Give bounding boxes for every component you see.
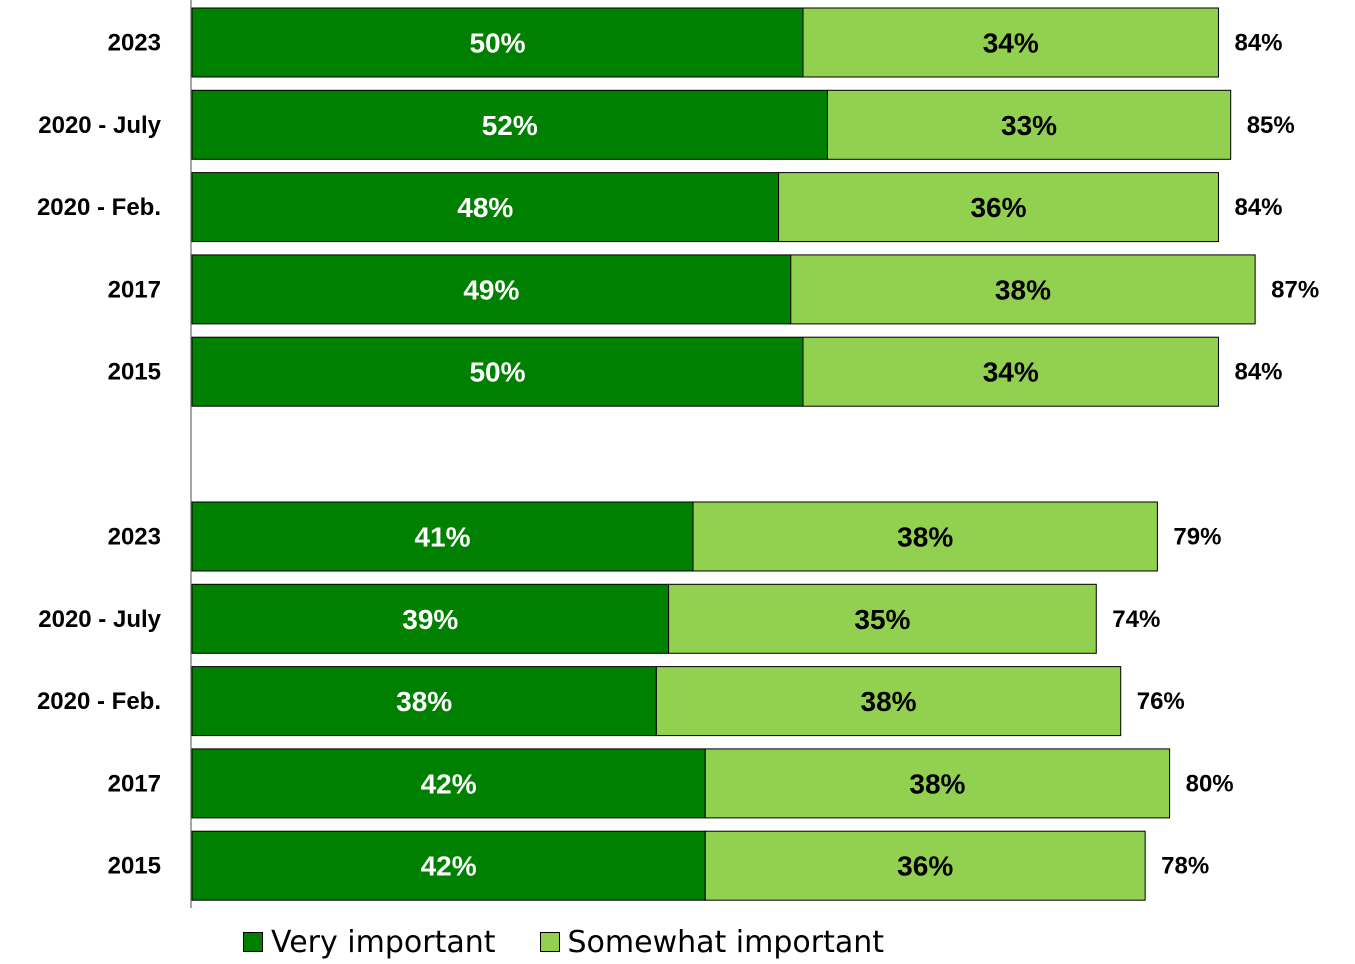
bar-very-important <box>191 583 670 654</box>
total-label: 87% <box>1271 276 1319 303</box>
category-label: 2023 <box>108 30 161 57</box>
data-label-very-important: 50% <box>469 357 525 388</box>
data-label-somewhat-important: 36% <box>970 192 1026 223</box>
chart-svg: 2023 50% 34% 84% 2020 - July 52% 33% 85% 2020 - … <box>37 0 1319 908</box>
category-label: 2020 - July <box>38 112 161 139</box>
bar-somewhat-important <box>704 748 1171 819</box>
total-label: 78% <box>1161 853 1209 880</box>
data-label-somewhat-important: 33% <box>1001 110 1057 141</box>
category-label: 2015 <box>108 359 161 386</box>
bar-somewhat-important <box>802 336 1219 407</box>
category-label: 2015 <box>108 853 161 880</box>
data-label-very-important: 39% <box>402 604 458 635</box>
total-label: 74% <box>1112 606 1160 633</box>
data-label-somewhat-important: 38% <box>861 686 917 717</box>
legend-item-very-important: Very important <box>243 925 496 960</box>
bar-very-important <box>191 336 804 407</box>
data-label-very-important: 42% <box>421 768 477 799</box>
data-label-very-important: 48% <box>457 192 513 223</box>
total-label: 85% <box>1247 112 1295 139</box>
total-label: 76% <box>1137 688 1185 715</box>
data-label-somewhat-important: 36% <box>897 851 953 882</box>
category-label: 2017 <box>108 276 161 303</box>
category-label: 2020 - Feb. <box>37 688 161 715</box>
bar-somewhat-important <box>655 666 1122 737</box>
bar-somewhat-important <box>778 172 1219 243</box>
legend-swatch-very-important <box>243 932 263 952</box>
bar-very-important <box>191 89 828 160</box>
data-label-somewhat-important: 34% <box>983 28 1039 59</box>
legend-swatch-somewhat-important <box>539 932 560 952</box>
total-label: 84% <box>1234 30 1282 57</box>
data-label-somewhat-important: 35% <box>854 604 910 635</box>
bar-somewhat-important <box>790 254 1256 325</box>
legend-item-somewhat-important: Somewhat important <box>539 924 885 960</box>
bar-very-important <box>191 666 657 737</box>
bar-very-important <box>191 748 706 819</box>
legend-label-very-important: Very important <box>271 924 496 960</box>
total-label: 79% <box>1173 524 1221 551</box>
category-label: 2017 <box>108 770 161 797</box>
bar-somewhat-important <box>704 830 1146 901</box>
data-label-very-important: 41% <box>414 522 470 553</box>
category-label: 2023 <box>108 524 161 551</box>
data-label-somewhat-important: 34% <box>983 357 1039 388</box>
data-label-somewhat-important: 38% <box>897 522 953 553</box>
legend: Very important Somewhat important <box>243 920 928 964</box>
legend-label-somewhat-important: Somewhat important <box>567 924 885 960</box>
data-label-very-important: 38% <box>396 686 452 717</box>
bar-somewhat-important <box>826 89 1232 160</box>
data-label-very-important: 52% <box>482 110 538 141</box>
bar-somewhat-important <box>668 583 1097 654</box>
data-label-very-important: 49% <box>463 274 519 305</box>
bar-somewhat-important <box>692 501 1158 572</box>
data-label-very-important: 50% <box>469 28 525 59</box>
data-label-very-important: 42% <box>421 851 477 882</box>
category-label: 2020 - Feb. <box>37 194 161 221</box>
data-label-somewhat-important: 38% <box>909 768 965 799</box>
total-label: 80% <box>1186 770 1234 797</box>
bar-very-important <box>191 830 706 901</box>
data-label-somewhat-important: 38% <box>995 274 1051 305</box>
total-label: 84% <box>1234 359 1282 386</box>
category-label: 2020 - July <box>38 606 161 633</box>
bar-somewhat-important <box>802 7 1219 78</box>
total-label: 84% <box>1234 194 1282 221</box>
bar-very-important <box>191 501 694 572</box>
bar-very-important <box>191 7 804 78</box>
